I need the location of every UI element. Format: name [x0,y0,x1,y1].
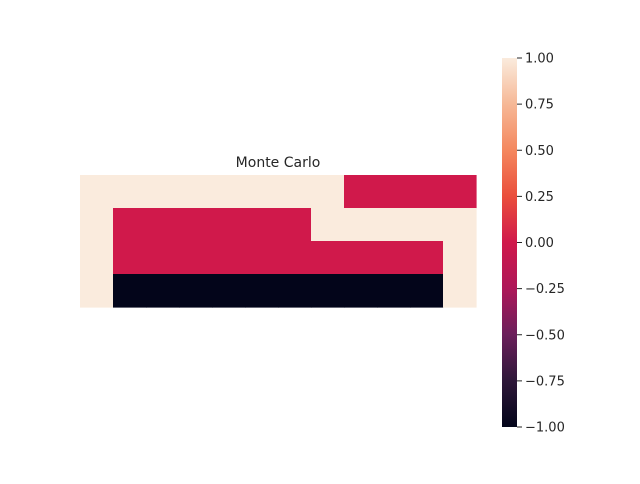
heatmap-cell [278,175,312,209]
heatmap-cell [278,208,312,242]
heatmap-cell [344,175,378,209]
heatmap-cell [212,241,246,275]
heatmap-cell [245,274,279,308]
heatmap-cell [179,208,213,242]
heatmap-cell [146,175,180,209]
heatmap-cell [311,175,345,209]
colorbar-tick-label: 0.25 [525,190,554,205]
heatmap-cell [80,241,114,275]
heatmap-cell [311,241,345,275]
heatmap-cell [344,274,378,308]
heatmap-cell [377,208,411,242]
heatmap-cell [443,208,477,242]
heatmap-cell [443,175,477,209]
heatmap-cell [113,274,147,308]
heatmap-cell [179,274,213,308]
heatmap-cell [80,208,114,242]
heatmap-cell [113,208,147,242]
colorbar-tick-label: −1.00 [525,421,565,436]
heatmap-cell [113,241,147,275]
heatmap-cell [146,208,180,242]
colorbar-ticks: −1.00 −0.75 −0.50 −0.25 0.00 0.25 0.50 0.75 1.00 [517,52,565,436]
heatmap-cell [311,274,345,308]
heatmap-cell [245,175,279,209]
heatmap-cell [443,274,477,308]
heatmap-cell [179,175,213,209]
heatmap-cell [377,241,411,275]
colorbar-tick-label: −0.25 [525,282,565,297]
colorbar-gradient [502,58,517,427]
colorbar: −1.00 −0.75 −0.50 −0.25 0.00 0.25 0.50 0.75 1.00 [502,52,565,436]
colorbar-tick-label: 0.00 [525,236,554,251]
heatmap-cell [377,175,411,209]
heatmap-cell [212,175,246,209]
heatmap-cell [410,175,444,209]
heatmap-cell [146,274,180,308]
heatmap-cell [113,175,147,209]
heatmap-cell [245,208,279,242]
heatmap-cell [212,274,246,308]
heatmap-cell [278,241,312,275]
heatmap-cell [80,175,114,209]
heatmap-cell [377,274,411,308]
heatmap-cell [344,241,378,275]
chart-title: Monte Carlo [236,155,321,171]
colorbar-tick-label: 0.75 [525,98,554,113]
heatmap-cell [410,208,444,242]
heatmap-cell [311,208,345,242]
colorbar-tick-label: −0.75 [525,374,565,389]
heatmap-cell [410,241,444,275]
heatmap-cell [344,208,378,242]
heatmap-cell [146,241,180,275]
colorbar-tick-label: 0.50 [525,144,554,159]
heatmap-cell [278,274,312,308]
heatmap-cell [245,241,279,275]
colorbar-tick-label: −0.50 [525,328,565,343]
heatmap-cell [410,274,444,308]
colorbar-tick-label: 1.00 [525,52,554,67]
heatmap-cell [80,274,114,308]
heatmap-cell [443,241,477,275]
heatmap-cell [212,208,246,242]
heatmap-cell [179,241,213,275]
heatmap-cells [80,175,477,308]
